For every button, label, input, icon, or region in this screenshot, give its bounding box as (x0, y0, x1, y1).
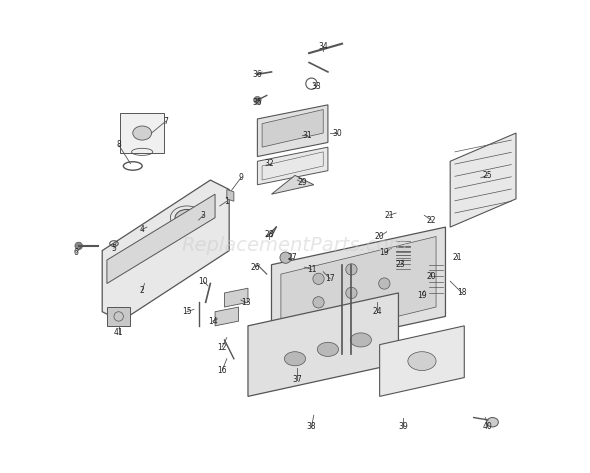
Text: 31: 31 (302, 131, 312, 140)
Text: 19: 19 (379, 248, 389, 257)
Polygon shape (107, 307, 130, 326)
Text: 12: 12 (217, 342, 227, 351)
Circle shape (280, 252, 291, 263)
Text: 27: 27 (288, 253, 297, 262)
Polygon shape (281, 236, 436, 345)
Text: 38: 38 (307, 422, 316, 431)
Circle shape (313, 273, 324, 284)
Text: 33: 33 (312, 81, 321, 90)
Text: 39: 39 (398, 422, 408, 431)
Text: 11: 11 (307, 265, 316, 274)
Text: 20: 20 (427, 272, 436, 281)
Text: 36: 36 (253, 70, 263, 79)
Text: 9: 9 (238, 173, 243, 182)
Text: 29: 29 (297, 178, 307, 187)
Text: 25: 25 (483, 171, 493, 180)
Text: 30: 30 (332, 129, 342, 138)
Polygon shape (271, 227, 445, 354)
Text: 16: 16 (217, 366, 227, 375)
Text: 26: 26 (250, 263, 260, 272)
Text: 24: 24 (372, 307, 382, 316)
Text: 20: 20 (375, 232, 385, 241)
Circle shape (346, 287, 357, 298)
Text: 41: 41 (114, 328, 123, 337)
Circle shape (75, 242, 83, 250)
Text: 22: 22 (427, 216, 436, 225)
Text: 3: 3 (201, 211, 206, 220)
Text: 19: 19 (417, 291, 427, 300)
Circle shape (346, 264, 357, 275)
Ellipse shape (408, 352, 436, 370)
Polygon shape (450, 133, 516, 227)
FancyBboxPatch shape (120, 114, 164, 153)
Text: 13: 13 (241, 298, 250, 307)
Polygon shape (248, 293, 398, 396)
Polygon shape (262, 110, 323, 147)
Text: 4: 4 (140, 225, 145, 234)
Text: 32: 32 (264, 159, 274, 168)
Text: 37: 37 (293, 376, 302, 385)
Text: 15: 15 (182, 307, 192, 316)
Ellipse shape (284, 352, 306, 366)
Text: 17: 17 (326, 274, 335, 283)
Text: ReplacementParts.com: ReplacementParts.com (182, 236, 408, 255)
Text: 35: 35 (253, 98, 263, 107)
Ellipse shape (317, 342, 339, 357)
Text: 6: 6 (74, 248, 79, 257)
Text: 5: 5 (112, 244, 116, 253)
Polygon shape (227, 190, 234, 201)
Text: 8: 8 (116, 140, 121, 149)
Text: 7: 7 (163, 117, 168, 126)
Text: 28: 28 (264, 230, 274, 239)
Ellipse shape (487, 418, 499, 427)
Ellipse shape (350, 333, 372, 347)
Polygon shape (257, 147, 328, 185)
Text: 23: 23 (396, 260, 405, 269)
Polygon shape (102, 180, 229, 321)
Text: 34: 34 (319, 42, 328, 51)
Circle shape (254, 96, 261, 104)
Text: 21: 21 (453, 253, 462, 262)
Text: 40: 40 (483, 422, 493, 431)
Polygon shape (257, 105, 328, 157)
Polygon shape (215, 307, 238, 326)
Text: 2: 2 (140, 286, 145, 295)
Text: 21: 21 (384, 211, 394, 220)
Circle shape (379, 278, 390, 289)
Text: 18: 18 (457, 289, 467, 298)
Polygon shape (107, 194, 215, 283)
Ellipse shape (175, 210, 199, 226)
Text: 1: 1 (224, 197, 229, 206)
Polygon shape (379, 326, 464, 396)
Polygon shape (224, 288, 248, 307)
Text: 14: 14 (208, 316, 218, 325)
Ellipse shape (133, 126, 152, 140)
Polygon shape (271, 175, 314, 194)
Text: 10: 10 (198, 277, 208, 286)
Circle shape (313, 297, 324, 308)
